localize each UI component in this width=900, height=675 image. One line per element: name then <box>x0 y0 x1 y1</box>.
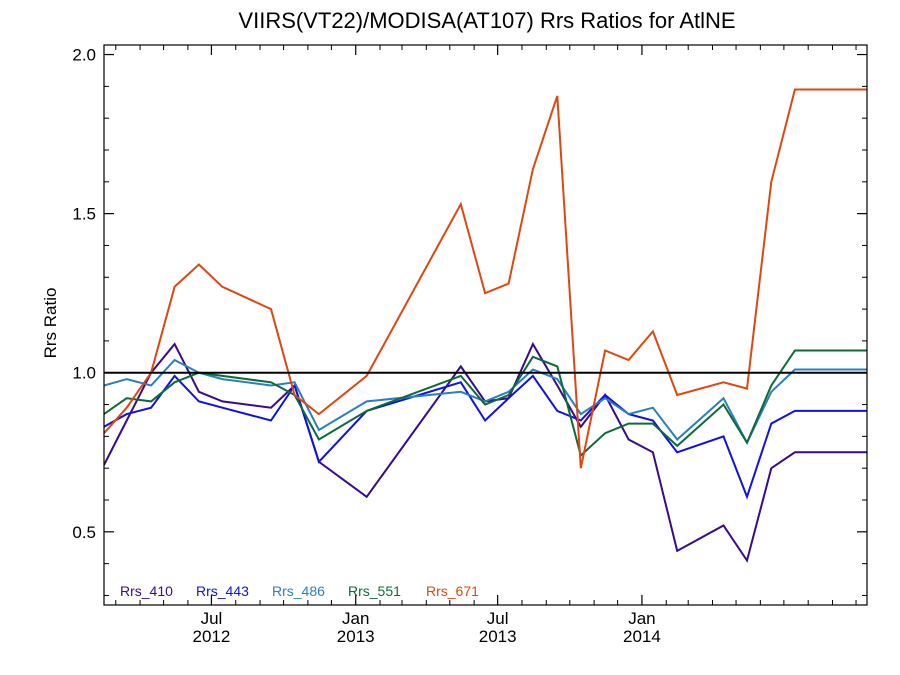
y-tick-label: 2.0 <box>72 46 96 65</box>
y-tick-label: 1.5 <box>72 205 96 224</box>
x-tick-label-month: Jul <box>487 609 509 628</box>
legend: Rrs_410 Rrs_443 Rrs_486 Rrs_551 Rrs_671 <box>120 583 479 599</box>
data-layer <box>104 88 867 563</box>
x-tick-label-month: Jul <box>201 609 223 628</box>
series-line-rrs-410 <box>104 341 867 563</box>
legend-entry-rrs-443: Rrs_443 <box>196 583 249 599</box>
x-tick-label-year: 2013 <box>479 627 517 646</box>
legend-entry-rrs-671: Rrs_671 <box>426 583 479 599</box>
y-tick-label: 1.0 <box>72 364 96 383</box>
legend-entry-rrs-551: Rrs_551 <box>348 583 401 599</box>
y-axis-label: Rrs Ratio <box>41 288 60 359</box>
x-tick-label-month: Jan <box>628 609 655 628</box>
plot-area <box>104 88 867 563</box>
series-line-rrs-486 <box>104 358 867 445</box>
x-tick-label-year: 2014 <box>623 627 661 646</box>
chart-title: VIIRS(VT22)/MODISA(AT107) Rrs Ratios for… <box>238 8 735 33</box>
series-line-rrs-551 <box>104 349 867 458</box>
x-tick-label-year: 2012 <box>193 627 231 646</box>
y-tick-label: 0.5 <box>72 523 96 542</box>
series-line-rrs-671 <box>104 88 867 469</box>
x-tick-label-year: 2013 <box>337 627 375 646</box>
legend-entry-rrs-486: Rrs_486 <box>272 583 325 599</box>
plot-frame <box>103 44 868 606</box>
series-line-rrs-443 <box>104 374 867 500</box>
legend-entry-rrs-410: Rrs_410 <box>120 583 173 599</box>
x-tick-label-month: Jan <box>342 609 369 628</box>
